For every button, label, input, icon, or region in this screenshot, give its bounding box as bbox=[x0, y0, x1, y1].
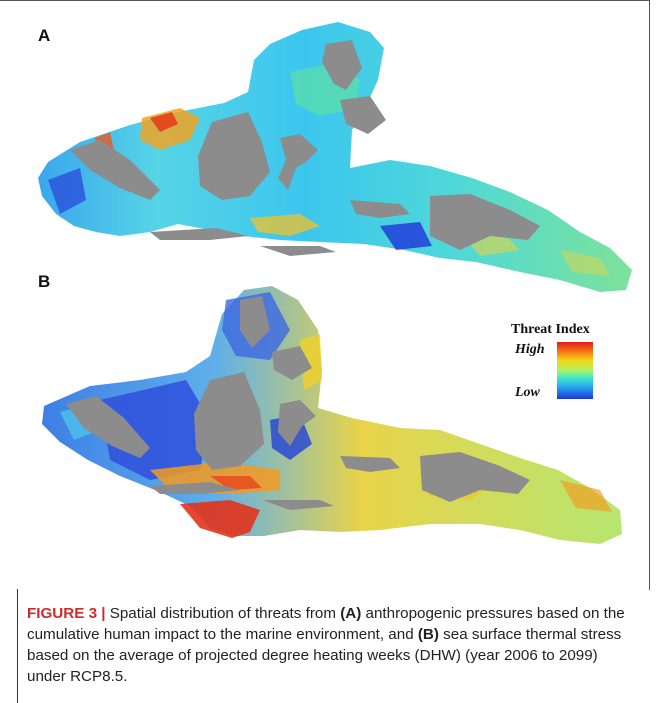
caption-figure-label: FIGURE 3 | bbox=[27, 605, 106, 622]
map-panel-a bbox=[38, 22, 632, 292]
caption-text-1: Spatial distribution of threats from bbox=[105, 605, 341, 622]
landmass-philippines-a bbox=[322, 40, 362, 90]
landmass-borneo-a bbox=[198, 112, 270, 200]
landmass-sumatra-a bbox=[70, 140, 160, 200]
landmass-java-a bbox=[150, 228, 248, 240]
panel-label-a: A bbox=[38, 26, 51, 45]
landmass-newguinea-a bbox=[430, 194, 540, 250]
legend-high-label: High bbox=[515, 342, 545, 357]
caption-bold-b: (B) bbox=[417, 626, 439, 643]
panel-label-b: B bbox=[38, 272, 51, 291]
figure-frame bbox=[0, 0, 650, 590]
caption-divider bbox=[17, 589, 18, 703]
figure-caption: FIGURE 3 | Spatial distribution of threa… bbox=[27, 603, 637, 687]
landmass-sulawesi-a bbox=[278, 134, 318, 190]
legend-color-bar bbox=[557, 342, 593, 399]
legend-low-label: Low bbox=[515, 385, 540, 400]
caption-text-2: anthropogenic pressures based on the cum… bbox=[27, 605, 625, 643]
legend-title: Threat Index bbox=[511, 322, 590, 337]
map-panel-b bbox=[42, 286, 622, 544]
caption-text-3: sea surface thermal stress based on the … bbox=[27, 626, 622, 685]
caption-bold-a: (A) bbox=[340, 605, 362, 622]
